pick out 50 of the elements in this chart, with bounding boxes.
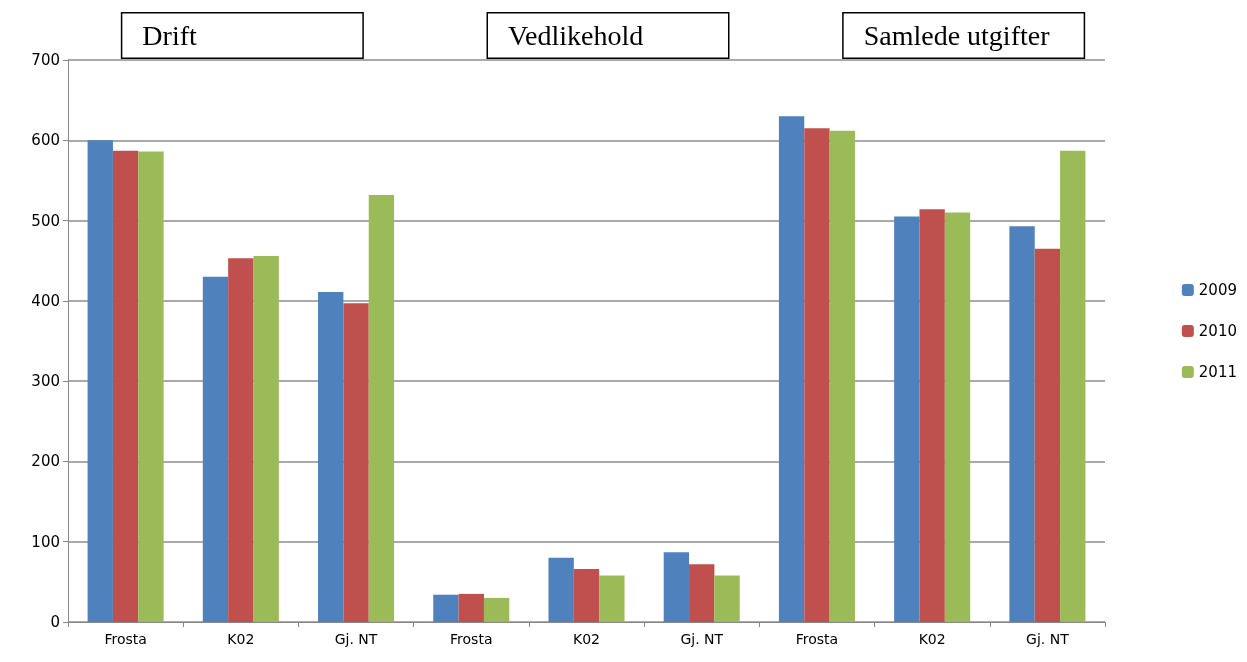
bar: [253, 255, 279, 622]
y-tick-label: 300: [31, 372, 60, 391]
y-tick-label: 700: [31, 51, 60, 69]
x-tick-label: Frosta: [104, 631, 147, 647]
bar: [458, 593, 484, 622]
bar: [663, 552, 690, 622]
y-tick-label: 600: [31, 131, 60, 150]
bar: [778, 116, 805, 622]
text: Samlede utgifter: [863, 20, 1051, 51]
x-tick-label: Gj. NT: [334, 631, 378, 647]
bar: [112, 150, 139, 622]
x-tick-label: Frosta: [795, 631, 839, 647]
bar: [548, 557, 574, 622]
bar: [343, 303, 369, 622]
text: Vedlikehold: [508, 20, 644, 51]
bar: [483, 597, 510, 622]
x-tick-label: K02: [227, 631, 255, 647]
bar: [138, 151, 164, 622]
bar: [919, 209, 945, 622]
bar: [368, 194, 395, 622]
bar: [573, 569, 600, 622]
bar: [804, 128, 830, 622]
bar: [1060, 150, 1086, 622]
x-tick-label: Frosta: [450, 631, 493, 647]
bar: [944, 212, 971, 622]
bar: [894, 216, 920, 622]
x-tick-label: K02: [918, 631, 946, 647]
bar: [599, 575, 625, 622]
text: Drift: [142, 20, 197, 51]
bar: [228, 258, 254, 622]
x-tick-label: Gj. NT: [1026, 631, 1070, 647]
y-tick-label: 200: [31, 452, 60, 471]
legend-label: 2010: [1198, 322, 1238, 340]
bar: [87, 140, 113, 622]
bar: [433, 594, 459, 622]
bar: [202, 276, 229, 622]
y-tick-label: 100: [31, 532, 60, 551]
bar: [318, 292, 344, 622]
bar: [689, 564, 715, 622]
x-tick-label: K02: [573, 631, 600, 647]
y-tick-label: 0: [50, 613, 60, 631]
y-tick-label: 400: [31, 291, 60, 310]
bar: [714, 575, 740, 622]
legend-label: 2009: [1198, 281, 1238, 299]
bar: [1034, 248, 1061, 622]
legend-label: 2011: [1198, 363, 1238, 381]
bar: [829, 130, 855, 622]
x-tick-label: Gj. NT: [680, 631, 724, 647]
bar: [1009, 226, 1035, 622]
y-tick-label: 500: [31, 211, 60, 230]
